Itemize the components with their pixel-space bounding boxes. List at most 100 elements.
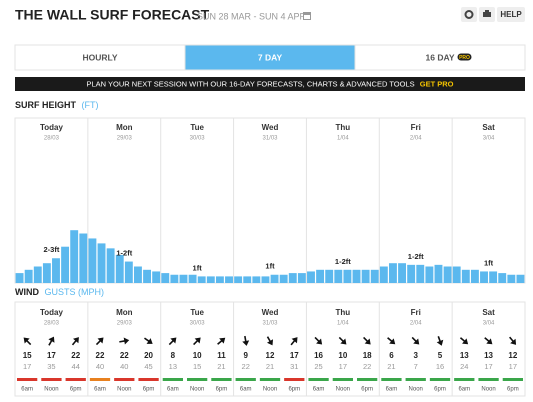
- print-button[interactable]: [479, 7, 495, 22]
- surf-day-label: 1-2ft: [116, 249, 132, 258]
- wind-gust: 25: [314, 362, 322, 371]
- arrow-head: [146, 338, 153, 344]
- arrow-head: [510, 338, 517, 345]
- surf-day-label: 1ft: [193, 263, 203, 272]
- surf-panel: [14, 117, 526, 284]
- time-label: Noon: [409, 387, 423, 393]
- wind-arrow: [484, 337, 493, 345]
- banner[interactable]: PLAN YOUR NEXT SESSION WITH OUR 16-DAY F…: [87, 79, 454, 88]
- surf-bar: [197, 276, 206, 283]
- time-label: Noon: [44, 387, 58, 393]
- wind-arrow: [387, 337, 396, 345]
- help-button[interactable]: HELP: [497, 7, 525, 22]
- day-name: Today: [40, 123, 64, 132]
- surf-bar: [206, 276, 215, 283]
- surf-bar: [498, 273, 507, 283]
- wind-gust: 24: [460, 362, 468, 371]
- wind-rating: [138, 378, 159, 381]
- arrow-shaft: [95, 339, 102, 346]
- wind-rating: [114, 378, 135, 381]
- tab-label: 16 DAY: [426, 52, 455, 62]
- day-name: Thu: [336, 123, 351, 132]
- surf-bar: [97, 243, 106, 283]
- wind-rating: [17, 378, 38, 381]
- wind-arrow: [144, 337, 153, 344]
- arrow-shaft: [290, 339, 296, 346]
- surf-bar: [234, 276, 243, 283]
- wind-gust: 45: [144, 362, 152, 371]
- time-label: 6am: [94, 387, 106, 393]
- arrow-head: [194, 337, 201, 344]
- wind-arrow: [459, 337, 469, 345]
- surf-bar: [425, 266, 434, 283]
- arrow-head: [242, 340, 250, 346]
- arrow-head: [73, 337, 79, 344]
- wind-rating: [357, 378, 378, 381]
- wind-rating: [187, 378, 208, 381]
- wind-arrow: [193, 337, 201, 346]
- banner-cta[interactable]: GET PRO: [420, 79, 454, 88]
- day-name: Tue: [190, 123, 204, 132]
- surf-bar: [225, 276, 233, 283]
- arrow-head: [486, 338, 493, 345]
- tabs: HOURLY 7 DAY 16 DAY PRO: [14, 44, 526, 71]
- wind-gust: 17: [339, 362, 347, 371]
- wind-rating: [405, 378, 426, 381]
- arrow-head: [413, 338, 420, 345]
- arrow-shaft: [193, 339, 199, 346]
- surf-bar: [288, 273, 297, 283]
- time-label: 6am: [313, 387, 325, 393]
- wind-gust: 16: [436, 362, 444, 371]
- surf-bar: [452, 266, 461, 283]
- surf-bar: [261, 276, 270, 283]
- arrow-head: [48, 336, 55, 343]
- surf-bar: [179, 274, 188, 283]
- title: THE WALL SURF FORECAST: [15, 7, 210, 23]
- surf-bar: [443, 266, 452, 283]
- time-label: Noon: [117, 387, 131, 393]
- wind-heading: WIND GUSTS (MPH): [15, 287, 104, 297]
- wind-rating: [89, 378, 111, 381]
- banner-text: PLAN YOUR NEXT SESSION WITH OUR 16-DAY F…: [87, 79, 415, 88]
- wind-arrow: [411, 336, 420, 345]
- button-bg: [497, 7, 525, 22]
- surf-bar: [24, 269, 33, 283]
- surf-bar: [343, 269, 352, 283]
- wind-unit: GUSTS (MPH): [45, 287, 105, 297]
- time-label: Noon: [263, 387, 277, 393]
- wind-speed: 22: [120, 351, 129, 360]
- help-label: HELP: [500, 10, 522, 19]
- surf-bar: [516, 274, 525, 283]
- tab[interactable]: [184, 44, 356, 71]
- arrow-head: [364, 338, 371, 345]
- surf-bar: [334, 269, 343, 283]
- time-label: 6am: [458, 387, 470, 393]
- time-label: Noon: [190, 387, 204, 393]
- time-label: 6pm: [143, 387, 155, 393]
- tab[interactable]: [354, 44, 526, 71]
- wind-gust: 44: [72, 362, 80, 371]
- wind-gust: 21: [387, 362, 395, 371]
- calendar-icon[interactable]: [303, 12, 311, 20]
- wind-gust: 15: [193, 362, 201, 371]
- arrow-shaft: [119, 340, 126, 343]
- surf-day-label: 2-3ft: [44, 245, 60, 254]
- day-name: Wed: [262, 308, 279, 317]
- wind-arrow: [509, 336, 517, 345]
- day-date: 2/04: [410, 136, 422, 142]
- time-label: 6am: [21, 387, 33, 393]
- wind-rating: [429, 378, 451, 381]
- arrow-head: [291, 337, 298, 344]
- surf-bar: [388, 263, 397, 283]
- arrow-head: [389, 338, 396, 345]
- settings-button[interactable]: [461, 7, 477, 22]
- surf-day-label: 1-2ft: [335, 257, 351, 266]
- surf-bar: [461, 269, 470, 283]
- time-label: 6am: [240, 387, 252, 393]
- wind-rating: [65, 378, 86, 381]
- day-name: Sat: [482, 123, 495, 132]
- wind-rating: [332, 378, 353, 381]
- tab[interactable]: [14, 44, 186, 71]
- surf-bar: [297, 273, 306, 283]
- wind-speed: 13: [460, 351, 469, 360]
